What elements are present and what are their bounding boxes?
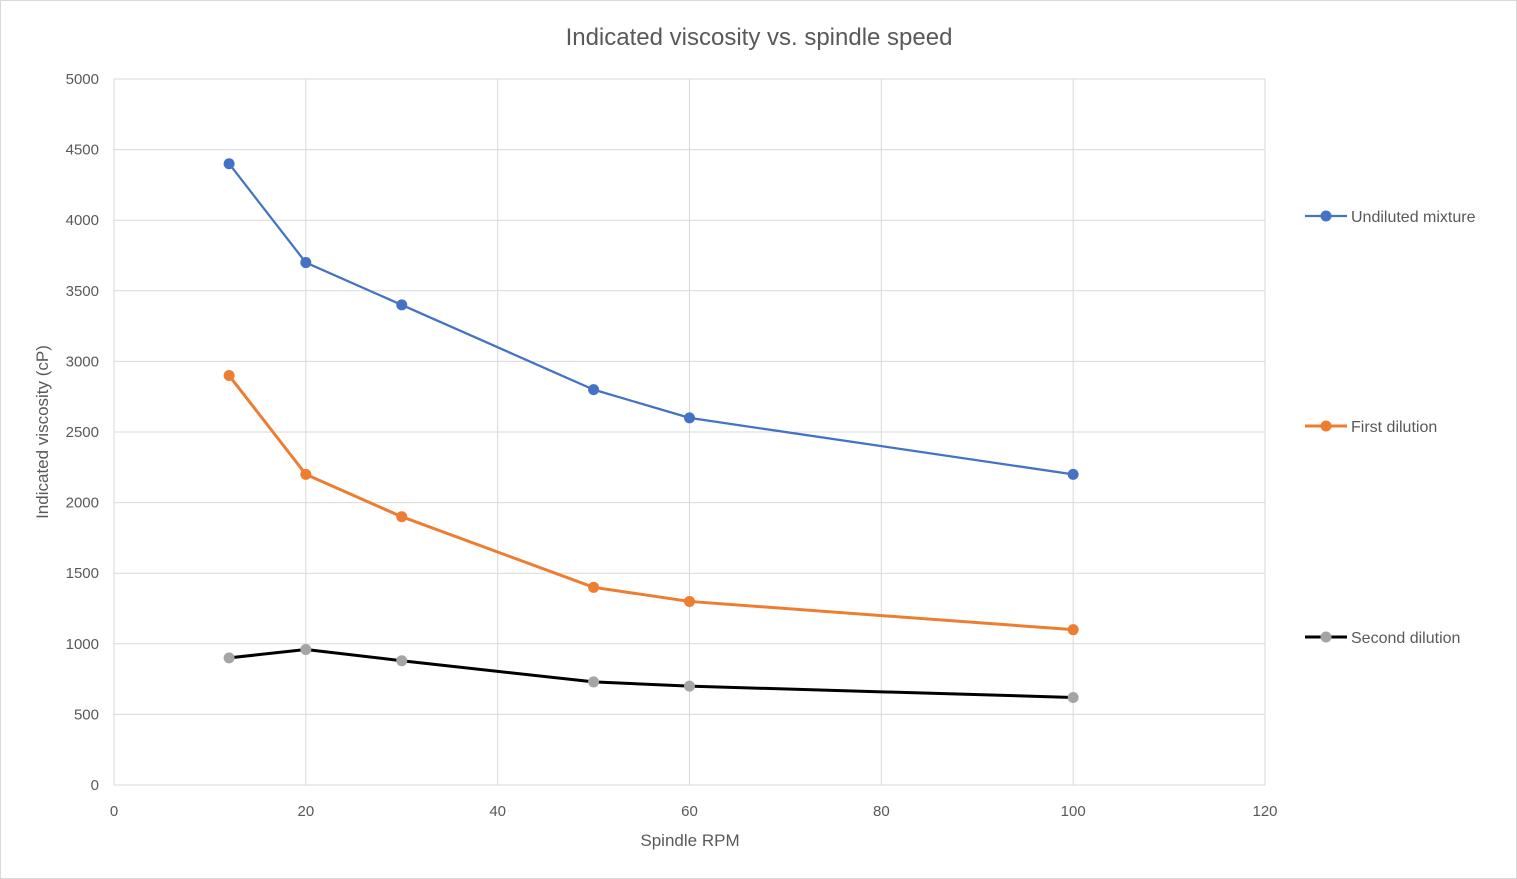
legend-entry: Second dilution — [1305, 630, 1460, 647]
data-point — [396, 299, 408, 311]
x-tick-label: 40 — [489, 803, 506, 820]
x-tick-label: 60 — [681, 803, 698, 820]
data-point — [300, 468, 312, 480]
legend-label: Second dilution — [1351, 630, 1460, 647]
data-point — [588, 581, 600, 593]
data-point — [1067, 691, 1079, 703]
legend-marker — [1320, 420, 1332, 432]
legend: Undiluted mixture First dilution Second di… — [1305, 209, 1476, 647]
tick-labels: 0500100015002000250030003500400045005000… — [66, 71, 1278, 820]
legend-marker — [1320, 631, 1332, 643]
y-tick-label: 4500 — [66, 142, 99, 159]
legend-label: First dilution — [1351, 419, 1437, 436]
x-tick-label: 100 — [1061, 803, 1086, 820]
data-point — [300, 257, 312, 269]
y-tick-label: 1500 — [66, 565, 99, 582]
x-tick-label: 20 — [297, 803, 314, 820]
data-point — [396, 511, 408, 523]
series-group — [223, 158, 1079, 703]
data-point — [588, 676, 600, 688]
y-tick-label: 4000 — [66, 212, 99, 229]
y-tick-label: 1000 — [66, 636, 99, 653]
data-point — [223, 370, 235, 382]
x-tick-label: 120 — [1252, 803, 1277, 820]
x-tick-label: 0 — [110, 803, 118, 820]
data-point — [588, 384, 600, 396]
series-line — [227, 374, 1074, 632]
gridlines — [113, 78, 1266, 786]
series-2 — [223, 643, 1079, 703]
y-tick-label: 3500 — [66, 283, 99, 300]
data-point — [1067, 624, 1079, 636]
y-tick-label: 500 — [74, 706, 99, 723]
data-point — [300, 643, 312, 655]
chart-title: Indicated viscosity vs. spindle speed — [566, 24, 953, 51]
data-point — [396, 655, 408, 667]
legend-entry: First dilution — [1305, 419, 1437, 436]
data-point — [223, 652, 235, 664]
series-line — [228, 647, 1074, 699]
data-point — [684, 412, 695, 424]
y-axis-label: Indicated viscosity (cP) — [33, 345, 52, 519]
x-axis-label: Spindle RPM — [640, 831, 739, 850]
series-0 — [223, 158, 1079, 480]
data-point — [1067, 468, 1079, 480]
legend-entry: Undiluted mixture — [1305, 209, 1476, 226]
y-tick-label: 2000 — [66, 495, 99, 512]
y-tick-label: 5000 — [66, 71, 99, 88]
series-1 — [223, 370, 1079, 636]
y-tick-label: 3000 — [66, 353, 99, 370]
legend-marker — [1320, 210, 1332, 222]
y-tick-label: 0 — [91, 777, 99, 794]
y-tick-label: 2500 — [66, 424, 99, 441]
series-line — [228, 163, 1074, 476]
legend-label: Undiluted mixture — [1351, 209, 1476, 226]
data-point — [684, 680, 695, 692]
data-point — [223, 158, 235, 170]
data-point — [684, 595, 695, 607]
x-tick-label: 80 — [873, 803, 890, 820]
